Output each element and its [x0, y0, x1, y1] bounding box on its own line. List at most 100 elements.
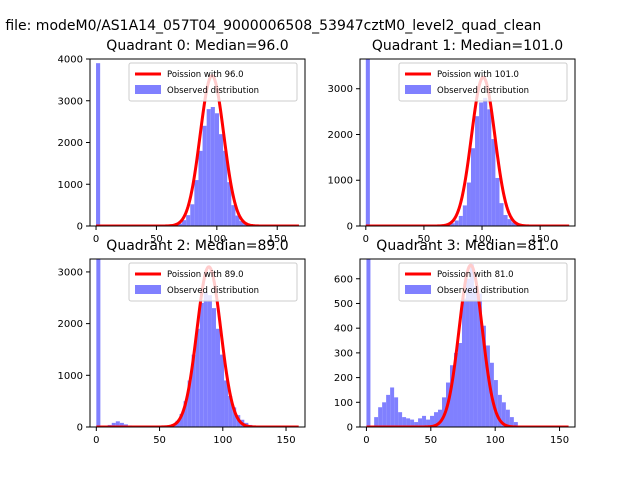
histogram-bar — [214, 113, 219, 226]
y-tick-label: 3000 — [328, 84, 353, 95]
x-tick-label: 150 — [268, 234, 287, 245]
legend-box — [398, 62, 568, 102]
histogram-bar — [430, 415, 435, 427]
x-tick-label: 0 — [363, 234, 369, 245]
histogram-bar — [511, 222, 516, 226]
histogram-bar — [466, 182, 471, 226]
histogram-bar — [495, 177, 500, 226]
histogram-bar — [414, 422, 419, 427]
legend-poisson-label: Poission with 101.0 — [437, 70, 519, 80]
histogram-bar — [469, 263, 474, 427]
y-tick-label: 4000 — [58, 55, 83, 66]
y-tick-label: 1000 — [58, 371, 83, 382]
histogram-bar — [454, 220, 459, 226]
figure-suptitle: n file: modeM0/AS1A14_057T04_9000006508_… — [0, 18, 541, 34]
histogram-bar — [183, 401, 188, 427]
histogram-bar — [378, 407, 383, 427]
histogram-bar — [470, 148, 476, 226]
poisson-curve — [95, 265, 300, 427]
histogram-bar — [390, 387, 395, 427]
histogram-bar-zero — [96, 259, 101, 427]
y-tick-label: 2000 — [58, 138, 83, 149]
axes-frame — [89, 258, 306, 428]
histogram-bar — [505, 409, 510, 427]
panel-title: Quadrant 1: Median=101.0 — [372, 38, 563, 54]
y-tick-label: 1000 — [328, 176, 353, 187]
histogram-bar — [115, 421, 120, 427]
histogram-bar — [195, 328, 200, 427]
histogram-bar-zero — [96, 63, 101, 226]
histogram-bar — [223, 150, 228, 226]
histogram-bar — [461, 298, 466, 427]
histogram-bar — [483, 97, 488, 226]
x-tick-label: 0 — [93, 234, 99, 245]
quadrant-panel-3: Quadrant 3: Median=81.0 0 50 100 150 0 100 200 3… — [334, 238, 576, 446]
y-tick-label: 500 — [334, 299, 353, 310]
histogram-bar — [402, 417, 407, 427]
x-tick-label: 50 — [150, 234, 163, 245]
histogram-bar — [202, 125, 207, 226]
histogram-bar-zero — [365, 59, 370, 226]
y-tick-label: 400 — [334, 324, 353, 335]
histogram-bar — [485, 345, 490, 427]
legend-observed-swatch — [135, 85, 161, 94]
y-tick-label: 0 — [77, 222, 83, 233]
histogram-bar-zero — [366, 259, 371, 427]
y-tick-label: 2000 — [328, 130, 353, 141]
histogram-bar — [406, 418, 411, 427]
histogram-bar — [186, 215, 191, 226]
x-tick-label: 50 — [424, 435, 437, 446]
histogram-bar — [418, 418, 423, 427]
x-tick-label: 100 — [472, 234, 491, 245]
histogram-bar — [206, 109, 211, 226]
plot-area — [95, 259, 300, 427]
x-tick-label: 150 — [550, 435, 569, 446]
histogram-bar — [422, 415, 427, 427]
x-tick-label: 150 — [276, 435, 295, 446]
histogram-bar — [203, 292, 208, 427]
y-tick-label: 600 — [334, 274, 353, 285]
histogram-bar — [191, 354, 196, 427]
histogram-bar — [473, 286, 478, 427]
legend-observed-swatch — [405, 85, 431, 94]
histogram-bar — [457, 343, 462, 427]
histogram-bar — [410, 419, 415, 427]
x-tick-label: 100 — [207, 234, 226, 245]
legend-observed-label: Observed distribution — [437, 86, 529, 96]
y-tick-label: 3000 — [58, 96, 83, 107]
histogram-bar — [487, 109, 492, 226]
legend-observed-swatch — [135, 285, 161, 294]
y-tick-label: 0 — [347, 222, 353, 233]
x-tick-label: 50 — [153, 435, 166, 446]
histogram-bar — [458, 215, 463, 226]
histogram-bar — [179, 414, 184, 427]
legend-box — [128, 262, 298, 302]
histogram-bar — [434, 412, 439, 427]
histogram-bar — [394, 397, 399, 427]
x-tick-label: 50 — [418, 234, 431, 245]
legend-box — [398, 262, 568, 302]
y-tick-label: 100 — [334, 398, 353, 409]
x-tick-label: 0 — [93, 435, 99, 446]
histogram-bar — [501, 402, 506, 427]
axes-frame — [359, 258, 576, 428]
histogram-bar — [231, 205, 236, 226]
histogram-bar — [477, 293, 482, 427]
y-tick-label: 1000 — [58, 180, 83, 191]
quadrant-panel-0: Quadrant 0: Median=96.0 0 50 100 150 0 1000 200… — [58, 38, 306, 245]
histogram-bar — [465, 278, 470, 427]
histogram-bar — [499, 203, 504, 226]
legend-observed-swatch — [405, 285, 431, 294]
histogram-bar — [450, 223, 455, 226]
histogram-bar — [210, 107, 215, 226]
histogram-bar — [386, 394, 391, 427]
legend-observed-label: Observed distribution — [167, 286, 259, 296]
histogram-bar — [119, 422, 124, 427]
y-tick-label: 200 — [334, 373, 353, 384]
histogram-bar — [182, 220, 187, 226]
legend-observed-label: Observed distribution — [167, 86, 259, 96]
y-tick-label: 0 — [347, 423, 353, 434]
histogram-bar — [207, 295, 212, 427]
histogram-bar — [239, 220, 244, 226]
